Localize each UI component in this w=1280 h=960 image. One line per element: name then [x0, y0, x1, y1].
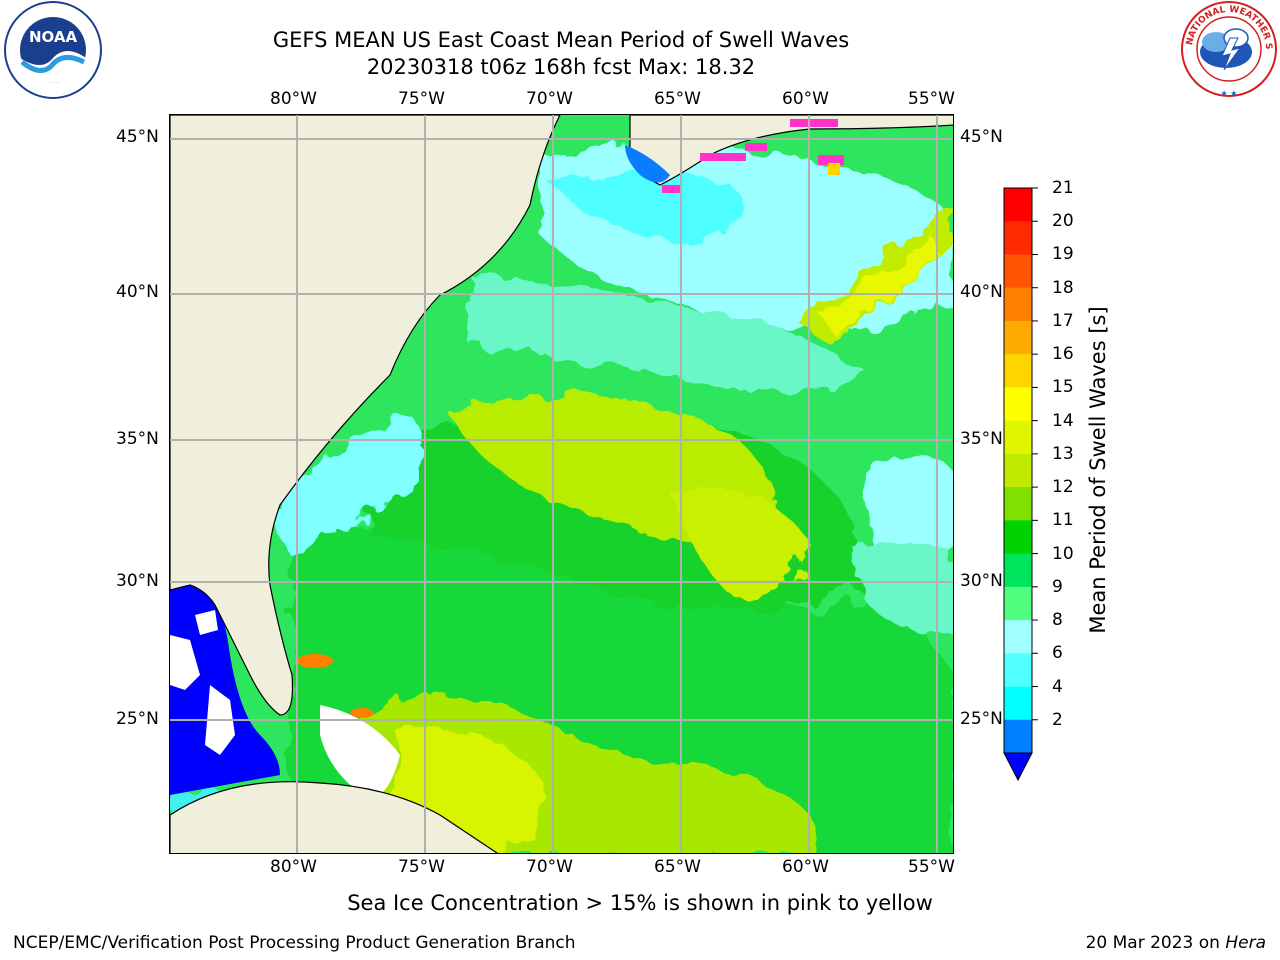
sea-ice-note: Sea Ice Concentration > 15% is shown in …: [347, 891, 933, 915]
colorbar-ticks: 21 20 19 18 17 16 15 14 13 12 11 10 9 8 6 4 2: [1052, 178, 1112, 778]
left-lat-label: 40°N: [116, 282, 159, 302]
footer-left: NCEP/EMC/Verification Post Processing Pr…: [13, 933, 576, 953]
map-gridlines: [170, 115, 953, 853]
left-lat-label: 35°N: [116, 429, 159, 449]
colorbar-tick-label: 4: [1052, 677, 1063, 697]
colorbar-tick-label: 6: [1052, 643, 1063, 663]
colorbar-segment: [1004, 387, 1032, 422]
left-lat-label: 25°N: [116, 709, 159, 729]
colorbar-tick-label: 21: [1052, 178, 1074, 198]
footer-date: 20 Mar 2023 on: [1085, 933, 1226, 953]
colorbar-tick-label: 13: [1052, 444, 1074, 464]
top-lon-label: 65°W: [654, 89, 701, 109]
top-lon-label: 60°W: [782, 89, 829, 109]
noaa-logo-text: NOAA: [29, 28, 78, 46]
bottom-lon-label: 65°W: [654, 857, 701, 877]
footer-host: Hera: [1225, 933, 1266, 953]
colorbar-tick-label: 11: [1052, 510, 1074, 530]
colorbar-tick-label: 20: [1052, 211, 1074, 231]
left-lat-label: 45°N: [116, 127, 159, 147]
colorbar-tick-label: 19: [1052, 244, 1074, 264]
bottom-lon-label: 75°W: [398, 857, 445, 877]
colorbar-segment: [1004, 586, 1032, 621]
top-lon-label: 80°W: [270, 89, 317, 109]
colorbar-under-arrow: [1003, 752, 1033, 782]
map-title: GEFS MEAN US East Coast Mean Period of S…: [272, 28, 850, 52]
colorbar-tick-label: 16: [1052, 344, 1074, 364]
bottom-lon-label: 70°W: [526, 857, 573, 877]
colorbar-segment: [1004, 520, 1032, 555]
noaa-logo: NOAA: [2, 0, 104, 102]
colorbar-border: [1003, 187, 1033, 754]
colorbar-tick-label: 17: [1052, 311, 1074, 331]
colorbar-tick-label: 14: [1052, 411, 1074, 431]
top-lon-label: 75°W: [398, 89, 445, 109]
colorbar-segment: [1004, 453, 1032, 488]
colorbar-tick-label: 10: [1052, 544, 1074, 564]
colorbar-segment: [1004, 188, 1032, 222]
top-lon-label: 70°W: [526, 89, 573, 109]
colorbar-tick-label: 8: [1052, 610, 1063, 630]
footer-right: 20 Mar 2023 on Hera: [1086, 933, 1266, 953]
bottom-lon-label: 80°W: [270, 857, 317, 877]
colorbar-segment: [1004, 487, 1032, 521]
right-lat-label: 35°N: [960, 429, 1003, 449]
map-subtitle: 20230318 t06z 168h fcst Max: 18.32: [366, 55, 756, 79]
colorbar-segment: [1004, 354, 1032, 388]
nws-logo: ★ ★ NATIONAL WEATHER SERVICE: [1175, 0, 1280, 100]
colorbar-segment: [1004, 320, 1032, 355]
right-lat-label: 30°N: [960, 571, 1003, 591]
bottom-lon-label: 55°W: [908, 857, 955, 877]
right-lat-label: 25°N: [960, 709, 1003, 729]
right-lat-label: 40°N: [960, 282, 1003, 302]
left-lat-label: 30°N: [116, 571, 159, 591]
map-canvas: [170, 115, 953, 853]
swell-period-map: [169, 114, 954, 854]
colorbar-tick-label: 18: [1052, 278, 1074, 298]
colorbar-segment: [1004, 653, 1032, 688]
colorbar: [1003, 187, 1038, 782]
bottom-lon-label: 60°W: [782, 857, 829, 877]
colorbar-tick-label: 12: [1052, 477, 1074, 497]
top-lon-label: 55°W: [908, 89, 955, 109]
right-lat-label: 45°N: [960, 127, 1003, 147]
colorbar-tick-label: 9: [1052, 577, 1063, 597]
colorbar-segment: [1004, 620, 1032, 654]
svg-text:★ ★: ★ ★: [1221, 89, 1238, 98]
colorbar-segment: [1004, 553, 1032, 588]
colorbar-svg: [1003, 187, 1038, 782]
colorbar-segment: [1004, 420, 1032, 455]
colorbar-segment: [1004, 254, 1032, 289]
colorbar-label: Mean Period of Swell Waves [s]: [1086, 306, 1110, 634]
colorbar-segment: [1004, 686, 1032, 721]
colorbar-tick-label: 15: [1052, 377, 1074, 397]
colorbar-segment: [1004, 221, 1032, 255]
colorbar-segment: [1004, 287, 1032, 322]
colorbar-tick-label: 2: [1052, 710, 1063, 730]
us-landmass: [170, 115, 561, 716]
colorbar-segment: [1004, 719, 1032, 754]
